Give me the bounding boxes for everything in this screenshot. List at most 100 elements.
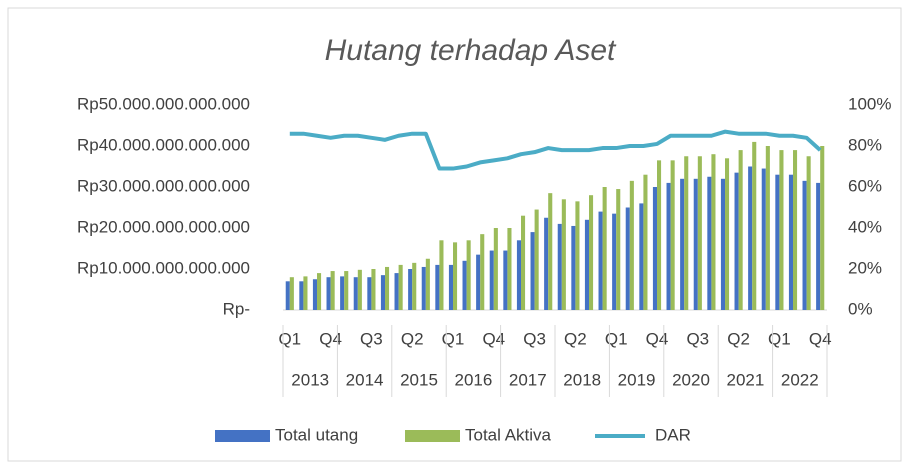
bar	[571, 225, 576, 310]
x-group-label: 2018	[563, 370, 601, 389]
bar	[779, 150, 784, 310]
y2-tick-label: 60%	[848, 176, 882, 195]
bar	[561, 199, 566, 310]
y-tick-label: Rp40.000.000.000.000	[77, 135, 250, 154]
bar	[612, 213, 617, 310]
x-group-label: 2017	[509, 370, 547, 389]
bar	[657, 160, 662, 310]
x-tick-label: Q4	[482, 329, 505, 348]
bar	[752, 141, 757, 310]
bar	[806, 156, 811, 310]
bar	[480, 234, 485, 310]
bar	[330, 271, 335, 310]
bar	[289, 277, 294, 310]
bar	[575, 201, 580, 310]
y2-tick-label: 100%	[848, 94, 891, 113]
x-group-label: 2013	[291, 370, 329, 389]
y2-tick-label: 20%	[848, 258, 882, 277]
bar	[493, 228, 498, 310]
bar	[761, 168, 766, 310]
bar	[625, 207, 630, 310]
x-group-label: 2021	[726, 370, 764, 389]
x-tick-label: Q2	[401, 329, 424, 348]
legend-label: DAR	[655, 425, 691, 444]
bar	[303, 276, 308, 310]
bar	[412, 262, 417, 310]
x-tick-label: Q2	[727, 329, 750, 348]
x-tick-label: Q3	[523, 329, 546, 348]
x-tick-label: Q4	[646, 329, 669, 348]
bar	[616, 189, 621, 310]
bar	[725, 158, 730, 310]
bar	[385, 266, 390, 310]
bar	[357, 269, 362, 310]
bar	[312, 279, 317, 310]
bar	[802, 180, 807, 310]
bar	[408, 269, 413, 310]
x-group-label: 2019	[618, 370, 656, 389]
x-tick-label: Q1	[278, 329, 301, 348]
bar	[530, 232, 535, 310]
legend-label: Total Aktiva	[465, 425, 552, 444]
bar	[820, 146, 825, 310]
x-group-label: 2014	[346, 370, 384, 389]
bar	[639, 203, 644, 310]
bar	[693, 178, 698, 310]
bar	[775, 174, 780, 310]
bar	[371, 269, 376, 310]
y-tick-label: Rp50.000.000.000.000	[77, 94, 250, 113]
bar	[439, 240, 444, 310]
bar	[816, 182, 821, 310]
bar	[425, 258, 430, 310]
y-tick-label: Rp10.000.000.000.000	[77, 258, 250, 277]
bar	[734, 172, 739, 310]
bar	[503, 250, 508, 310]
legend-swatch	[215, 430, 270, 442]
x-group-label: 2022	[781, 370, 819, 389]
x-tick-label: Q3	[360, 329, 383, 348]
x-tick-label: Q1	[768, 329, 791, 348]
bar	[720, 178, 725, 310]
bar	[435, 264, 440, 310]
bar	[548, 193, 553, 310]
bar	[489, 250, 494, 310]
bar	[367, 277, 372, 310]
y2-tick-label: 80%	[848, 135, 882, 154]
bar	[629, 180, 634, 310]
y2-tick-label: 0%	[848, 299, 873, 318]
bar	[602, 187, 607, 310]
bar	[711, 154, 716, 310]
line-series	[289, 129, 822, 171]
bar	[453, 242, 458, 310]
bar	[317, 273, 322, 310]
y-tick-label: Rp30.000.000.000.000	[77, 176, 250, 195]
bar	[521, 215, 526, 310]
bar	[748, 166, 753, 310]
bar	[652, 187, 657, 310]
bar	[793, 150, 798, 310]
bar	[507, 228, 512, 310]
bar	[643, 174, 648, 310]
bar	[584, 219, 589, 310]
x-group-label: 2020	[672, 370, 710, 389]
chart-title: Hutang terhadap Aset	[325, 34, 617, 67]
x-tick-label: Q4	[319, 329, 342, 348]
y-tick-label: Rp-	[223, 299, 250, 318]
bar	[684, 156, 689, 310]
bar	[544, 217, 549, 310]
bar	[534, 209, 539, 310]
legend-label: Total utang	[275, 425, 358, 444]
x-tick-label: Q1	[442, 329, 465, 348]
y-tick-label: Rp20.000.000.000.000	[77, 217, 250, 236]
x-tick-label: Q2	[564, 329, 587, 348]
bar	[738, 150, 743, 310]
bar	[326, 277, 331, 310]
bar	[516, 240, 521, 310]
bar	[285, 281, 290, 310]
bar	[462, 260, 467, 310]
bar	[707, 176, 712, 310]
bar	[448, 264, 453, 310]
bar	[466, 240, 471, 310]
